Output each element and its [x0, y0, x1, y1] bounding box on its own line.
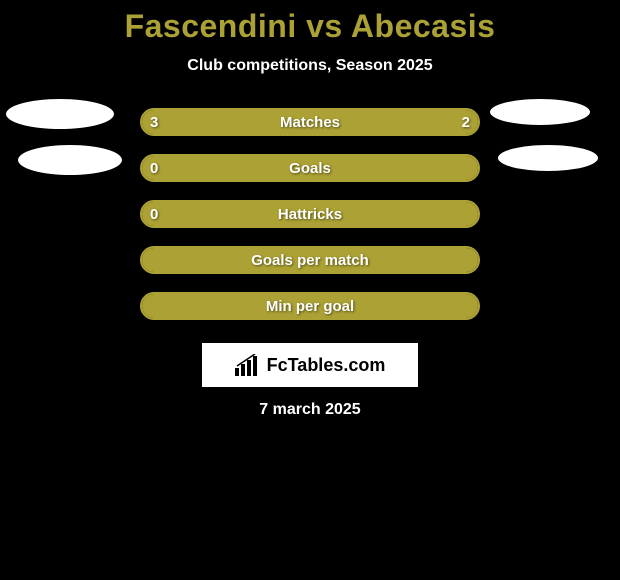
stat-bar-track: [140, 108, 480, 136]
logo-badge: FcTables.com: [202, 343, 418, 387]
stat-bar-fill: [142, 110, 478, 134]
stat-bar-track: [140, 154, 480, 182]
stat-row: Matches32: [0, 99, 620, 145]
stat-bar-track: [140, 292, 480, 320]
stat-bar-fill: [142, 156, 478, 180]
title: Fascendini vs Abecasis: [0, 8, 620, 45]
stat-row: Goals0: [0, 145, 620, 191]
stat-bar-track: [140, 200, 480, 228]
stat-value-left: 3: [150, 114, 158, 131]
stat-value-left: 0: [150, 160, 158, 177]
stat-bar-fill: [142, 248, 478, 272]
date: 7 march 2025: [0, 401, 620, 419]
stat-value-left: 0: [150, 206, 158, 223]
stat-bar-fill: [142, 294, 478, 318]
stat-bar-track: [140, 246, 480, 274]
logo-text: FcTables.com: [267, 355, 386, 376]
bar-chart-icon: [235, 354, 261, 376]
stat-row: Min per goal: [0, 283, 620, 329]
stat-value-right: 2: [462, 114, 470, 131]
stat-row: Hattricks0: [0, 191, 620, 237]
stat-bar-fill: [142, 202, 478, 226]
subtitle: Club competitions, Season 2025: [0, 57, 620, 75]
stats-area: Matches32Goals0Hattricks0Goals per match…: [0, 99, 620, 329]
stat-row: Goals per match: [0, 237, 620, 283]
comparison-panel: Fascendini vs Abecasis Club competitions…: [0, 0, 620, 419]
